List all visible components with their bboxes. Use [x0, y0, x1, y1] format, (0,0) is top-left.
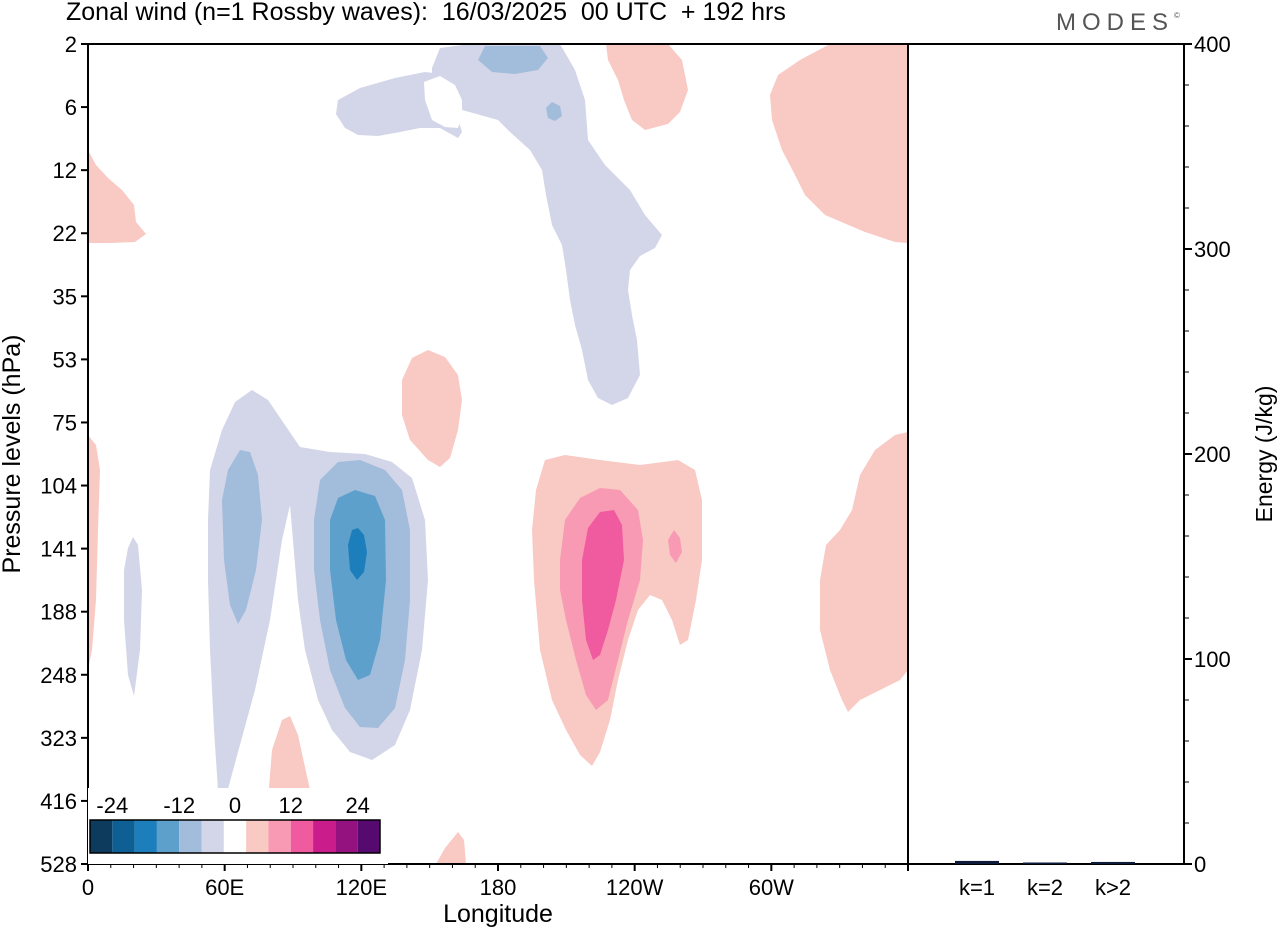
longitude-tick-label: 0 — [82, 875, 94, 900]
contour-panel — [87, 43, 909, 865]
energy-categories: k=1 k=2 k>2 — [959, 875, 1131, 900]
contour-negative-upper-core — [478, 46, 548, 74]
colorbar-swatch — [112, 820, 135, 853]
contour-negative-upper-plume — [432, 44, 662, 405]
energy-bar-2 — [1023, 862, 1067, 864]
y-axis-label: Pressure levels (hPa) — [0, 335, 26, 574]
energy-panel: 0 100 200 300 400 k=1 k=2 k>2 Energy (J/kg) — [907, 32, 1277, 900]
colorbar-swatch — [134, 820, 157, 853]
contour-positive-core — [582, 510, 624, 660]
contour-positive-mid-blob — [402, 350, 462, 467]
energy-tick-label: 200 — [1194, 442, 1231, 467]
energy-category-label: k=1 — [959, 875, 995, 900]
energy-bars — [955, 860, 1135, 864]
colorbar-swatch — [179, 820, 202, 853]
colorbar-tick-label: 24 — [345, 793, 369, 818]
pressure-tick-label: 75 — [53, 410, 77, 435]
pressure-tick-label: 528 — [40, 852, 77, 877]
pressure-tick-label: 141 — [40, 537, 77, 562]
energy-axis: 0 100 200 300 400 — [1184, 32, 1231, 877]
contour-positive-left-upper — [88, 150, 146, 243]
colorbar-outline — [89, 819, 381, 854]
energy-category-label: k>2 — [1095, 875, 1131, 900]
colorbar-tick-label: -24 — [96, 793, 128, 818]
longitude-tick-label: 180 — [480, 875, 517, 900]
pressure-tick-label: 22 — [53, 221, 77, 246]
pressure-tick-label: 188 — [40, 600, 77, 625]
longitude-tick-label: 60W — [749, 875, 794, 900]
pressure-axis: 2 6 12 22 35 53 75 104 141 188 248 323 416 528 — [40, 32, 88, 877]
longitude-tick-label: 60E — [205, 875, 244, 900]
pressure-tick-label: 12 — [53, 158, 77, 183]
brand-name: MODES — [1056, 9, 1175, 36]
energy-axis-label: Energy (J/kg) — [1251, 386, 1277, 523]
pressure-tick-label: 104 — [40, 474, 77, 499]
contour-negative-left-lobe — [222, 450, 262, 624]
longitude-tick-label: 120E — [336, 875, 387, 900]
energy-tick-label: 100 — [1194, 647, 1231, 672]
pressure-tick-label: 416 — [40, 789, 77, 814]
energy-tick-label: 300 — [1194, 237, 1231, 262]
colorbar-swatch — [268, 820, 291, 853]
colorbar-swatch — [201, 820, 224, 853]
energy-frame — [907, 43, 1185, 865]
colorbar-tick-label: 12 — [279, 793, 303, 818]
contour-positive-left-edge — [88, 435, 100, 670]
pressure-tick-label: 35 — [53, 284, 77, 309]
copyright-mark: © — [1174, 11, 1180, 20]
colorbar-swatch — [335, 820, 358, 853]
colorbar-tick-label: -12 — [163, 793, 195, 818]
contour-positive-upper-right — [770, 44, 908, 243]
contour-white-gap — [424, 76, 462, 128]
contour-positive-small-dot — [668, 530, 682, 563]
colorbar: -24 -12 0 12 24 — [88, 788, 388, 864]
colorbar-swatch — [357, 820, 380, 853]
energy-bar-1 — [955, 860, 999, 864]
energy-tick-label: 0 — [1194, 852, 1206, 877]
chart-title: Zonal wind (n=1 Rossby waves): 16/03/202… — [66, 0, 786, 26]
contour-negative-core-mid — [330, 490, 386, 680]
colorbar-tick-label: 0 — [229, 793, 241, 818]
energy-category-label: k=2 — [1027, 875, 1063, 900]
longitude-axis: 0 60E 120E 180 120W 60W — [82, 864, 909, 900]
x-axis-label: Longitude — [443, 900, 553, 928]
colorbar-swatch — [246, 820, 269, 853]
colorbar-swatch — [90, 820, 113, 853]
plot-background — [88, 44, 908, 864]
contour-positive-upper-mid — [606, 44, 688, 130]
contour-positive-right-lobe — [820, 432, 908, 712]
colorbar-swatch — [156, 820, 180, 853]
brand-logo: MODES© — [1056, 9, 1180, 37]
pressure-tick-label: 53 — [53, 347, 77, 372]
contour-fills — [88, 44, 908, 864]
pressure-tick-label: 323 — [40, 726, 77, 751]
energy-bar-3 — [1091, 861, 1135, 864]
pressure-tick-label: 248 — [40, 663, 77, 688]
contour-positive-bottom-small — [436, 832, 466, 864]
contour-negative-upper-dot — [546, 102, 562, 121]
colorbar-swatch — [223, 820, 247, 853]
pressure-tick-label: 6 — [65, 95, 77, 120]
energy-tick-label: 400 — [1194, 32, 1231, 57]
colorbar-swatch — [290, 820, 314, 853]
pressure-tick-label: 2 — [65, 32, 77, 57]
longitude-tick-label: 120W — [606, 875, 664, 900]
colorbar-swatch — [313, 820, 336, 853]
contour-negative-core-inner — [348, 528, 367, 580]
contour-negative-thin-lobe — [124, 537, 142, 696]
